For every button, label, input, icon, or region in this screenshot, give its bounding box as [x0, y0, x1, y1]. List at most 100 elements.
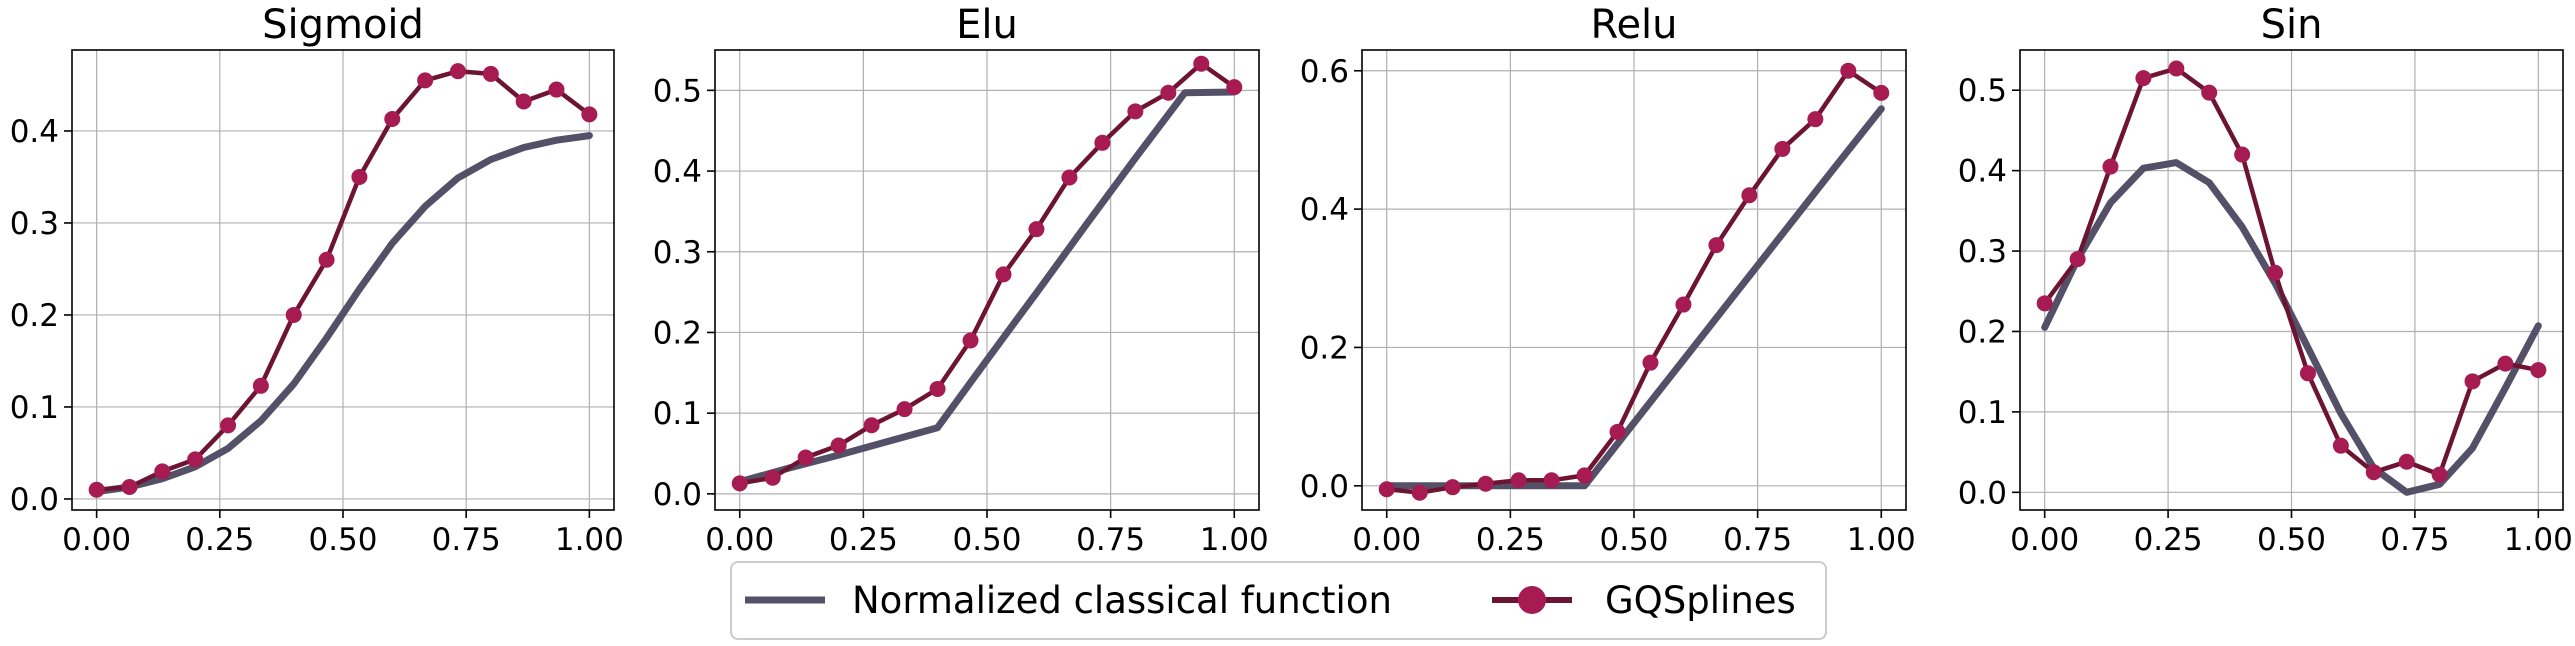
- legend-frame: [730, 561, 1827, 640]
- x-tick-label: 1.00: [555, 522, 624, 558]
- data-point-gqsplines: [896, 401, 913, 418]
- chart-panel-sin: Sin 0.00 0.25 0.50 0.75 1.00 0.0 0.1 0.2 0.3 0.4 0.…: [1958, 2, 2573, 558]
- data-point-gqsplines: [1609, 423, 1626, 440]
- data-point-gqsplines: [2431, 466, 2448, 483]
- data-point-gqsplines: [88, 481, 105, 498]
- data-point-gqsplines: [384, 111, 401, 127]
- data-point-gqsplines: [2201, 84, 2218, 101]
- y-tick-label: 0.6: [1300, 54, 1349, 90]
- data-point-gqsplines: [252, 377, 269, 394]
- data-point-gqsplines: [1226, 79, 1243, 96]
- y-tick-label: 0.3: [1958, 234, 2007, 270]
- y-tick-label: 0.1: [10, 390, 59, 426]
- x-tick-label: 0.50: [1599, 522, 1668, 558]
- series-line-classical: [736, 88, 1238, 486]
- data-point-gqsplines: [482, 65, 499, 82]
- x-tick-label: 0.00: [2010, 522, 2079, 558]
- legend-gq-marker: [1518, 586, 1546, 614]
- x-tick-label: 0.00: [705, 522, 774, 558]
- y-tick-label: 0.2: [1300, 330, 1349, 366]
- chart-title: Relu: [1590, 2, 1677, 48]
- y-tick-label: 0.0: [10, 482, 59, 518]
- x-tick-label: 0.50: [952, 522, 1021, 558]
- x-tick-label: 0.00: [62, 522, 131, 558]
- x-tick-label: 0.75: [432, 522, 501, 558]
- y-tick-label: 0.3: [10, 206, 59, 242]
- data-point-gqsplines: [1543, 472, 1560, 489]
- data-point-gqsplines: [318, 251, 335, 268]
- data-point-gqsplines: [731, 475, 748, 492]
- data-point-gqsplines: [995, 266, 1012, 283]
- series-line-gqsplines: [739, 61, 1236, 486]
- legend-classical-label: Normalized classical function: [852, 579, 1392, 622]
- x-tick-label: 1.00: [2504, 522, 2573, 558]
- data-point-gqsplines: [154, 463, 171, 480]
- data-point-gqsplines: [1477, 475, 1494, 492]
- data-point-gqsplines: [2168, 60, 2185, 77]
- data-point-gqsplines: [2234, 146, 2251, 163]
- data-point-gqsplines: [1378, 481, 1395, 498]
- chart-title: Sigmoid: [262, 2, 424, 48]
- data-point-gqsplines: [548, 81, 565, 98]
- data-point-gqsplines: [1127, 103, 1144, 120]
- data-point-gqsplines: [1873, 84, 1890, 101]
- data-point-gqsplines: [351, 168, 368, 185]
- data-point-gqsplines: [581, 106, 598, 123]
- data-point-gqsplines: [1160, 84, 1177, 101]
- x-tick-label: 0.75: [1723, 522, 1792, 558]
- y-tick-label: 0.0: [1300, 469, 1349, 505]
- x-tick-label: 1.00: [1200, 522, 1269, 558]
- data-point-gqsplines: [449, 63, 466, 80]
- x-tick-label: 0.75: [2380, 522, 2449, 558]
- series-line-gqsplines: [1386, 68, 1883, 495]
- y-tick-label: 0.0: [653, 477, 702, 513]
- data-point-gqsplines: [1411, 484, 1428, 501]
- data-point-gqsplines: [1094, 134, 1111, 151]
- y-tick-label: 0.1: [1958, 395, 2007, 431]
- chart-title: Elu: [956, 2, 1018, 48]
- data-point-gqsplines: [2102, 158, 2119, 175]
- data-point-gqsplines: [2398, 453, 2415, 470]
- data-point-gqsplines: [2069, 251, 2086, 268]
- data-point-gqsplines: [863, 417, 880, 434]
- data-point-gqsplines: [1807, 111, 1824, 128]
- x-tick-label: 0.50: [2257, 522, 2326, 558]
- y-tick-label: 0.4: [1300, 192, 1349, 228]
- y-tick-label: 0.5: [653, 73, 702, 109]
- data-point-gqsplines: [2530, 362, 2547, 379]
- data-point-gqsplines: [1840, 62, 1857, 79]
- data-point-gqsplines: [1576, 467, 1593, 484]
- data-point-gqsplines: [417, 72, 434, 89]
- data-point-gqsplines: [2365, 464, 2382, 481]
- data-point-gqsplines: [187, 451, 204, 468]
- data-point-gqsplines: [2135, 70, 2152, 87]
- data-point-gqsplines: [1193, 55, 1210, 72]
- data-point-gqsplines: [1741, 187, 1758, 204]
- data-point-gqsplines: [2299, 365, 2316, 382]
- x-tick-label: 0.00: [1352, 522, 1421, 558]
- data-point-gqsplines: [1444, 479, 1461, 496]
- chart-panels: Sigmoid 0.00 0.25 0.50 0.75 1.00 0.0 0.1 0.2 0.3 0…: [10, 2, 2573, 558]
- data-point-gqsplines: [220, 417, 237, 434]
- x-tick-label: 0.25: [2134, 522, 2203, 558]
- y-tick-label: 0.1: [653, 396, 702, 432]
- data-point-gqsplines: [797, 449, 814, 466]
- data-point-gqsplines: [1061, 169, 1078, 186]
- data-point-gqsplines: [830, 437, 847, 454]
- data-point-gqsplines: [2036, 295, 2053, 312]
- series-line-classical: [2041, 159, 2542, 496]
- x-tick-label: 0.25: [1476, 522, 1545, 558]
- x-tick-label: 0.25: [829, 522, 898, 558]
- data-point-gqsplines: [929, 380, 946, 397]
- data-point-gqsplines: [1708, 237, 1725, 254]
- chart-panel-elu: Elu 0.00 0.25 0.50 0.75 1.00 0.0 0.1 0.2 0.3 0.4 0.…: [653, 2, 1269, 558]
- x-tick-label: 0.75: [1076, 522, 1145, 558]
- y-tick-label: 0.2: [653, 315, 702, 351]
- chart-title: Sin: [2261, 2, 2323, 48]
- legend-gq-label: GQSplines: [1605, 579, 1796, 622]
- data-point-gqsplines: [1510, 472, 1527, 489]
- y-tick-label: 0.2: [1958, 314, 2007, 350]
- data-point-gqsplines: [2497, 355, 2514, 372]
- chart-panel-sigmoid: Sigmoid 0.00 0.25 0.50 0.75 1.00 0.0 0.1 0.2 0.3 0…: [10, 2, 624, 558]
